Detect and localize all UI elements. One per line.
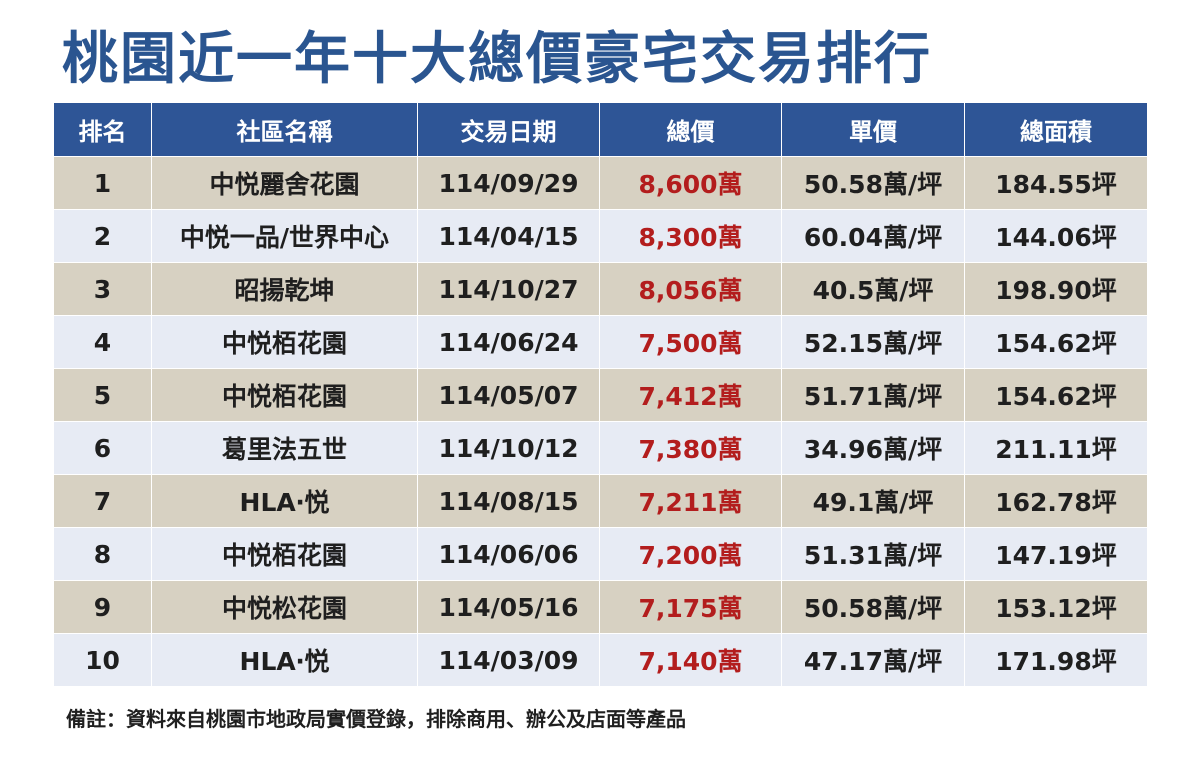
cell-community: 葛里法五世 — [151, 421, 418, 475]
cell-area: 154.62坪 — [964, 315, 1148, 369]
cell-date: 114/09/29 — [417, 156, 600, 210]
cell-community: 中悦栢花園 — [151, 527, 418, 581]
table-row: 4 中悦栢花園 114/06/24 7,500萬 52.15萬/坪 154.62… — [53, 315, 1148, 369]
cell-unit-price: 52.15萬/坪 — [781, 315, 965, 369]
cell-total-price: 7,412萬 — [599, 368, 782, 422]
header-unit-price: 單價 — [781, 102, 965, 157]
table-row: 9 中悦松花園 114/05/16 7,175萬 50.58萬/坪 153.12… — [53, 580, 1148, 634]
cell-area: 153.12坪 — [964, 580, 1148, 634]
cell-date: 114/05/07 — [417, 368, 600, 422]
cell-total-price: 7,380萬 — [599, 421, 782, 475]
cell-unit-price: 49.1萬/坪 — [781, 474, 965, 528]
header-row: 排名 社區名稱 交易日期 總價 單價 總面積 — [53, 102, 1148, 157]
cell-area: 147.19坪 — [964, 527, 1148, 581]
cell-area: 162.78坪 — [964, 474, 1148, 528]
cell-rank: 2 — [53, 209, 152, 263]
cell-rank: 7 — [53, 474, 152, 528]
cell-total-price: 7,211萬 — [599, 474, 782, 528]
header-area: 總面積 — [964, 102, 1148, 157]
cell-rank: 3 — [53, 262, 152, 316]
page-title: 桃園近一年十大總價豪宅交易排行 — [62, 27, 932, 92]
cell-unit-price: 47.17萬/坪 — [781, 633, 965, 687]
cell-unit-price: 50.58萬/坪 — [781, 156, 965, 210]
table-row: 7 HLA‧悦 114/08/15 7,211萬 49.1萬/坪 162.78坪 — [53, 474, 1148, 528]
cell-rank: 6 — [53, 421, 152, 475]
cell-community: 中悦一品/世界中心 — [151, 209, 418, 263]
cell-unit-price: 60.04萬/坪 — [781, 209, 965, 263]
cell-total-price: 8,300萬 — [599, 209, 782, 263]
cell-area: 211.11坪 — [964, 421, 1148, 475]
table-row: 2 中悦一品/世界中心 114/04/15 8,300萬 60.04萬/坪 14… — [53, 209, 1148, 263]
cell-total-price: 8,056萬 — [599, 262, 782, 316]
cell-community: 中悦松花園 — [151, 580, 418, 634]
table-row: 5 中悦栢花園 114/05/07 7,412萬 51.71萬/坪 154.62… — [53, 368, 1148, 422]
cell-unit-price: 34.96萬/坪 — [781, 421, 965, 475]
cell-total-price: 7,140萬 — [599, 633, 782, 687]
cell-area: 171.98坪 — [964, 633, 1148, 687]
cell-unit-price: 51.71萬/坪 — [781, 368, 965, 422]
cell-date: 114/10/12 — [417, 421, 600, 475]
cell-community: HLA‧悦 — [151, 633, 418, 687]
cell-unit-price: 40.5萬/坪 — [781, 262, 965, 316]
cell-rank: 4 — [53, 315, 152, 369]
cell-community: 昭揚乾坤 — [151, 262, 418, 316]
cell-date: 114/08/15 — [417, 474, 600, 528]
table-row: 3 昭揚乾坤 114/10/27 8,056萬 40.5萬/坪 198.90坪 — [53, 262, 1148, 316]
cell-community: HLA‧悦 — [151, 474, 418, 528]
cell-date: 114/06/06 — [417, 527, 600, 581]
cell-total-price: 7,500萬 — [599, 315, 782, 369]
cell-date: 114/04/15 — [417, 209, 600, 263]
cell-rank: 5 — [53, 368, 152, 422]
cell-total-price: 7,200萬 — [599, 527, 782, 581]
cell-date: 114/03/09 — [417, 633, 600, 687]
cell-rank: 10 — [53, 633, 152, 687]
table-body: 1 中悦麗舍花園 114/09/29 8,600萬 50.58萬/坪 184.5… — [53, 156, 1148, 687]
cell-rank: 9 — [53, 580, 152, 634]
cell-unit-price: 50.58萬/坪 — [781, 580, 965, 634]
cell-date: 114/06/24 — [417, 315, 600, 369]
table-row: 1 中悦麗舍花園 114/09/29 8,600萬 50.58萬/坪 184.5… — [53, 156, 1148, 210]
header-rank: 排名 — [53, 102, 152, 157]
ranking-table: 排名 社區名稱 交易日期 總價 單價 總面積 1 中悦麗舍花園 114/09/2… — [53, 102, 1148, 687]
cell-area: 154.62坪 — [964, 368, 1148, 422]
footnote: 備註：資料來自桃園市地政局實價登錄，排除商用、辦公及店面等產品 — [66, 707, 686, 731]
cell-total-price: 8,600萬 — [599, 156, 782, 210]
cell-date: 114/05/16 — [417, 580, 600, 634]
cell-community: 中悦麗舍花園 — [151, 156, 418, 210]
header-total-price: 總價 — [599, 102, 782, 157]
cell-area: 198.90坪 — [964, 262, 1148, 316]
cell-community: 中悦栢花園 — [151, 315, 418, 369]
cell-total-price: 7,175萬 — [599, 580, 782, 634]
table-row: 10 HLA‧悦 114/03/09 7,140萬 47.17萬/坪 171.9… — [53, 633, 1148, 687]
cell-unit-price: 51.31萬/坪 — [781, 527, 965, 581]
cell-date: 114/10/27 — [417, 262, 600, 316]
table-row: 6 葛里法五世 114/10/12 7,380萬 34.96萬/坪 211.11… — [53, 421, 1148, 475]
cell-rank: 8 — [53, 527, 152, 581]
cell-area: 184.55坪 — [964, 156, 1148, 210]
table-header: 排名 社區名稱 交易日期 總價 單價 總面積 — [53, 102, 1148, 157]
cell-community: 中悦栢花園 — [151, 368, 418, 422]
cell-rank: 1 — [53, 156, 152, 210]
table-row: 8 中悦栢花園 114/06/06 7,200萬 51.31萬/坪 147.19… — [53, 527, 1148, 581]
header-date: 交易日期 — [417, 102, 600, 157]
header-community: 社區名稱 — [151, 102, 418, 157]
cell-area: 144.06坪 — [964, 209, 1148, 263]
